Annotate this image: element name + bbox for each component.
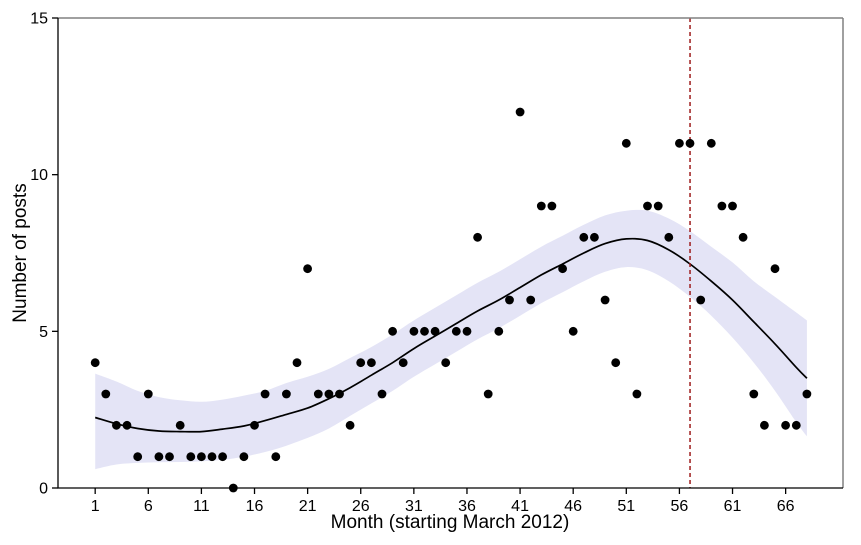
x-tick-label: 21 <box>299 498 317 515</box>
data-point <box>451 326 461 336</box>
data-point <box>653 201 663 211</box>
data-point <box>175 420 185 430</box>
data-point <box>313 389 323 399</box>
data-point <box>473 232 482 242</box>
y-tick-label: 10 <box>30 167 48 184</box>
data-point <box>250 420 259 430</box>
x-tick-label: 66 <box>777 498 795 515</box>
data-point <box>526 295 536 305</box>
data-point <box>122 420 132 430</box>
data-point <box>611 358 621 368</box>
data-point <box>324 389 334 399</box>
data-point <box>165 452 174 462</box>
data-point <box>706 138 716 148</box>
data-point <box>335 389 344 399</box>
data-point <box>271 452 281 462</box>
data-point <box>600 295 610 305</box>
data-point <box>303 264 312 274</box>
x-tick-label: 56 <box>671 498 689 515</box>
data-point <box>398 358 408 368</box>
data-point <box>207 452 217 462</box>
x-tick-label: 51 <box>617 498 635 515</box>
data-point <box>685 138 695 148</box>
y-tick-label: 15 <box>30 11 48 28</box>
data-point <box>791 420 801 430</box>
data-point <box>579 232 589 242</box>
data-point <box>738 232 748 242</box>
y-tick-label: 5 <box>39 324 48 341</box>
data-point <box>377 389 387 399</box>
data-point <box>749 389 759 399</box>
data-point <box>143 389 153 399</box>
data-point <box>483 389 493 399</box>
data-point <box>409 326 419 336</box>
x-tick-label: 16 <box>246 498 264 515</box>
data-point <box>590 232 599 242</box>
x-tick-label: 41 <box>511 498 529 515</box>
data-point <box>621 138 631 148</box>
data-point <box>558 264 567 274</box>
data-point <box>760 420 769 430</box>
data-point <box>462 326 472 336</box>
data-point <box>770 264 780 274</box>
y-axis-title: Number of posts <box>10 183 31 323</box>
data-point <box>388 326 397 336</box>
data-point <box>186 452 196 462</box>
data-point <box>696 295 706 305</box>
data-point <box>356 358 366 368</box>
x-tick-label: 61 <box>724 498 742 515</box>
data-point <box>717 201 727 211</box>
data-point <box>218 452 228 462</box>
data-point <box>632 389 642 399</box>
data-point <box>345 420 355 430</box>
data-point <box>133 452 143 462</box>
data-point <box>536 201 546 211</box>
data-point <box>675 138 684 148</box>
data-point <box>239 452 249 462</box>
confidence-band <box>95 209 807 470</box>
data-point <box>505 295 514 305</box>
smooth-line <box>94 237 808 433</box>
data-point <box>260 389 270 399</box>
x-tick-label: 1 <box>91 498 100 515</box>
data-point <box>568 326 578 336</box>
data-point <box>441 358 451 368</box>
data-point <box>781 420 790 430</box>
x-tick-label: 31 <box>405 498 423 515</box>
data-point <box>664 232 674 242</box>
y-tick-label: 0 <box>39 481 48 498</box>
data-point <box>728 201 737 211</box>
x-tick-label: 36 <box>458 498 476 515</box>
data-point <box>154 452 164 462</box>
data-point <box>547 201 557 211</box>
data-point <box>420 326 429 336</box>
data-point <box>282 389 291 399</box>
x-axis-title: Month (starting March 2012) <box>330 512 570 533</box>
data-point <box>643 201 652 211</box>
data-point <box>292 358 302 368</box>
data-point <box>112 420 121 430</box>
x-tick-label: 46 <box>564 498 582 515</box>
data-point <box>367 358 376 368</box>
data-point <box>494 326 504 336</box>
data-point <box>90 358 100 368</box>
x-tick-label: 6 <box>144 498 153 515</box>
data-point <box>802 389 812 399</box>
data-point <box>101 389 111 399</box>
data-point <box>430 326 440 336</box>
x-tick-label: 26 <box>352 498 370 515</box>
data-point <box>197 452 206 462</box>
data-point <box>515 107 525 117</box>
x-tick-label: 11 <box>193 498 210 515</box>
